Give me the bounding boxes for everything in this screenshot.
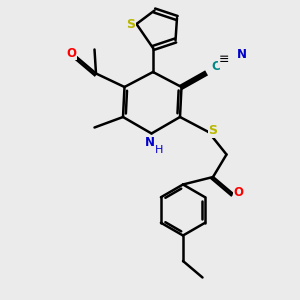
Text: N: N xyxy=(237,47,247,61)
Text: O: O xyxy=(233,185,244,199)
Text: H: H xyxy=(155,145,163,155)
Text: S: S xyxy=(208,124,217,137)
Text: N: N xyxy=(145,136,155,149)
Text: C: C xyxy=(211,60,220,74)
Text: ≡: ≡ xyxy=(219,53,230,67)
Text: S: S xyxy=(127,17,136,31)
Text: O: O xyxy=(66,47,76,60)
